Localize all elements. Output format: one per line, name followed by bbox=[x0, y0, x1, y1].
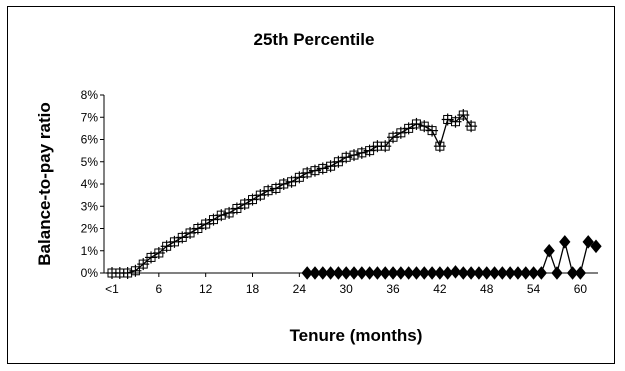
data-point-diamond bbox=[520, 266, 532, 280]
y-tick-label: 0% bbox=[81, 266, 99, 280]
y-tick-label: 5% bbox=[81, 155, 99, 169]
y-ticks: 0% 1% 2% 3% 4% 5% 6% 7% 8% bbox=[81, 88, 104, 280]
data-point-diamond bbox=[348, 266, 360, 280]
series-layer bbox=[106, 109, 602, 280]
x-tick-label: 6 bbox=[155, 282, 162, 296]
data-point-diamond bbox=[340, 266, 352, 280]
chart-title: 25th Percentile bbox=[254, 30, 375, 49]
data-point-diamond bbox=[465, 266, 477, 280]
x-tick-label: 18 bbox=[246, 282, 260, 296]
x-tick-label: 12 bbox=[199, 282, 213, 296]
data-point-diamond bbox=[402, 266, 415, 280]
x-tick-label: 42 bbox=[433, 282, 447, 296]
y-tick-label: 3% bbox=[81, 199, 99, 213]
x-tick-label: 48 bbox=[480, 282, 494, 296]
data-point-diamond bbox=[527, 266, 540, 280]
data-point-diamond bbox=[317, 266, 329, 280]
y-tick-label: 2% bbox=[81, 222, 99, 236]
data-point-diamond bbox=[426, 266, 438, 280]
y-axis-title: Balance-to-pay ratio bbox=[35, 102, 54, 265]
data-point-diamond bbox=[535, 266, 548, 280]
x-tick-label: 36 bbox=[386, 282, 400, 296]
data-point-diamond bbox=[434, 266, 446, 280]
data-point-diamond bbox=[418, 266, 430, 280]
y-tick-label: 6% bbox=[81, 133, 99, 147]
data-point-diamond bbox=[309, 266, 321, 280]
x-tick-label: 30 bbox=[340, 282, 354, 296]
y-tick-label: 4% bbox=[81, 177, 99, 191]
data-point-diamond bbox=[301, 266, 313, 280]
data-point-diamond bbox=[473, 266, 485, 280]
series-2-line bbox=[307, 240, 597, 276]
x-tick-label: 54 bbox=[527, 282, 541, 296]
data-point-diamond bbox=[504, 266, 516, 280]
data-point-diamond bbox=[582, 235, 594, 249]
data-point-diamond bbox=[488, 266, 501, 280]
chart-svg: 25th Percentile Tenure (months) Balance-… bbox=[35, 30, 602, 345]
data-point-diamond bbox=[481, 266, 493, 280]
data-point-diamond bbox=[379, 266, 391, 280]
x-tick-label: 24 bbox=[293, 282, 307, 296]
y-tick-label: 1% bbox=[81, 244, 99, 258]
data-point-diamond bbox=[551, 266, 563, 280]
x-axis-title: Tenure (months) bbox=[290, 326, 423, 345]
data-point-diamond bbox=[371, 266, 384, 280]
data-point-diamond bbox=[324, 266, 337, 280]
x-tick-label: 60 bbox=[574, 282, 588, 296]
series-1-line bbox=[112, 114, 472, 274]
x-ticks: <1 6 12 18 24 30 36 42 48 54 60 bbox=[105, 273, 587, 296]
data-point-diamond bbox=[574, 266, 587, 280]
data-point-diamond bbox=[559, 235, 571, 249]
data-point-diamond bbox=[566, 266, 579, 280]
x-tick-label: <1 bbox=[105, 282, 119, 296]
data-point-diamond bbox=[410, 266, 423, 280]
data-point-diamond bbox=[332, 266, 345, 280]
chart-frame: 25th Percentile Tenure (months) Balance-… bbox=[7, 6, 615, 364]
data-point-diamond bbox=[590, 239, 602, 254]
data-point-diamond bbox=[543, 243, 555, 258]
data-point-diamond bbox=[449, 265, 462, 279]
data-point-diamond bbox=[395, 266, 407, 280]
data-point-diamond bbox=[387, 266, 399, 280]
data-point-diamond bbox=[363, 266, 376, 280]
data-point-diamond bbox=[496, 266, 508, 280]
data-point-diamond bbox=[356, 266, 368, 280]
data-point-diamond bbox=[512, 266, 524, 280]
y-tick-label: 7% bbox=[81, 110, 99, 124]
y-tick-label: 8% bbox=[81, 88, 99, 102]
data-point-diamond bbox=[457, 266, 469, 280]
